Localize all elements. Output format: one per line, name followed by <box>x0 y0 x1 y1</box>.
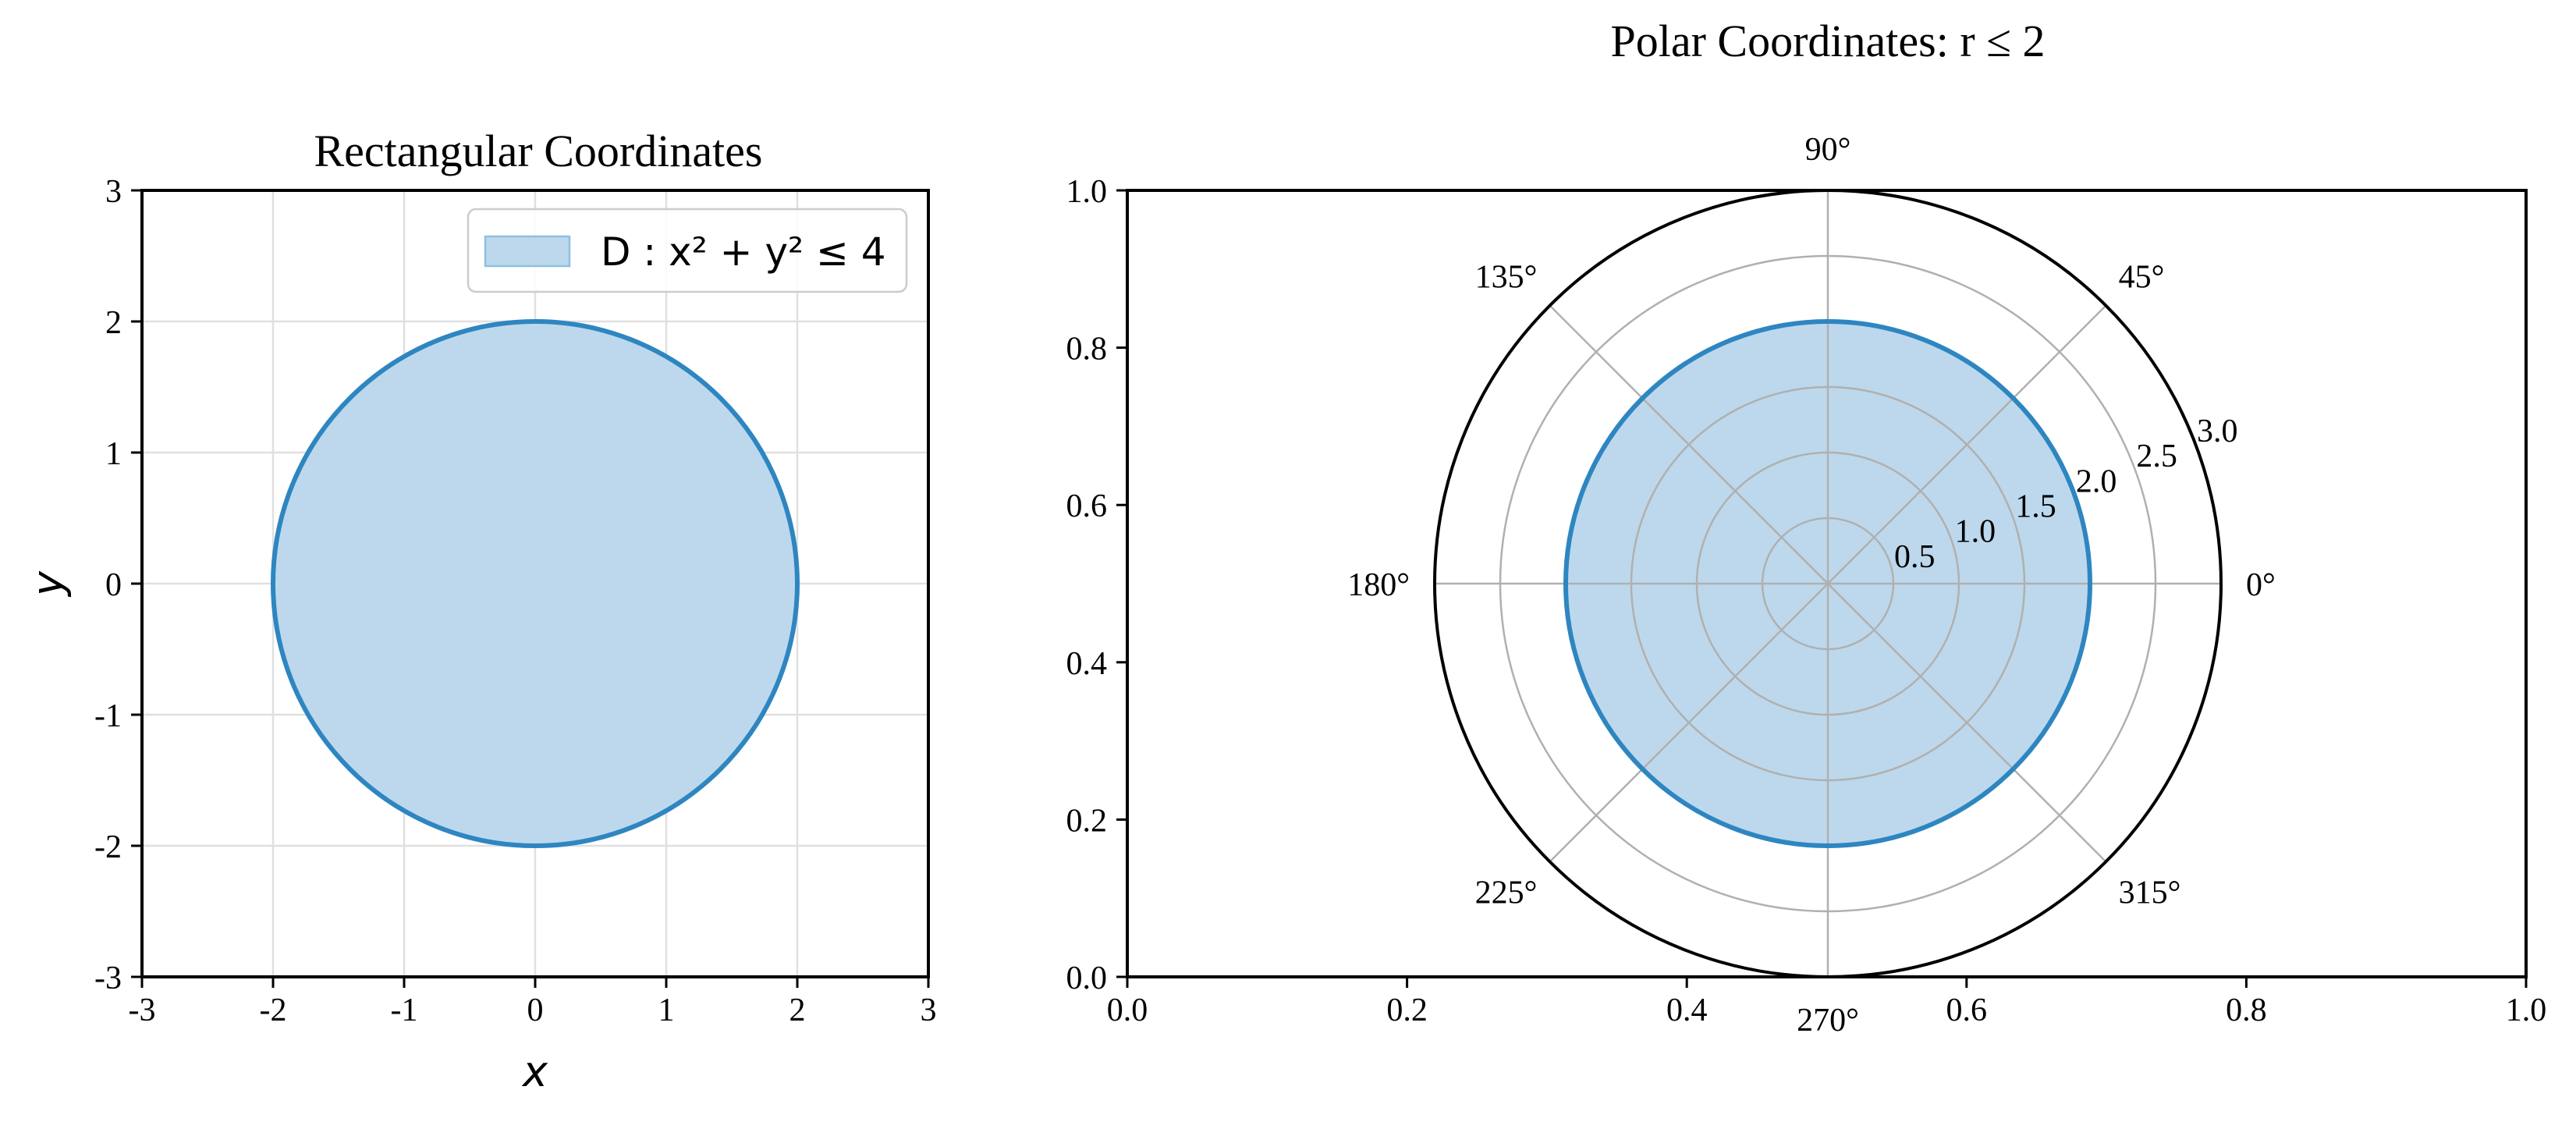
angular-gridline <box>1549 304 1829 584</box>
angle-tick-label: 90° <box>1805 132 1851 168</box>
y-axis-label: y <box>23 570 73 598</box>
angle-tick-label: 315° <box>2119 875 2181 911</box>
legend-frame <box>467 208 908 293</box>
legend-swatch <box>484 235 571 268</box>
radius-tick-label: 1.0 <box>1955 514 1996 550</box>
rectangular-chart-title: Rectangular Coordinates <box>314 126 763 176</box>
disk-region <box>270 319 800 848</box>
radius-tick-label: 3.0 <box>2197 414 2238 449</box>
x-tick-label: 2 <box>789 992 806 1028</box>
x-tick-label: -3 <box>129 992 156 1028</box>
y-tick-label: -2 <box>94 829 122 865</box>
polar-frame-ticks: 0.0 0.2 0.4 0.6 0.8 1.0 0.0 0.2 0.4 0.6 0.8 1.0 <box>1066 174 2547 1028</box>
x-tick-label: 0 <box>527 992 544 1028</box>
polar-grid <box>1435 190 2221 977</box>
angle-tick-label: 45° <box>2119 259 2165 295</box>
radius-tick-label: 2.5 <box>2136 439 2177 474</box>
y-tick-label: 2 <box>105 305 122 341</box>
frame-x-tick-label: 1.0 <box>2506 992 2547 1028</box>
frame-y-tick-label: 1.0 <box>1066 174 1108 210</box>
radius-tick-label: 0.5 <box>1894 539 1936 575</box>
polar-chart-title: Polar Coordinates: r ≤ 2 <box>1611 16 2046 66</box>
frame-y-tick-label: 0.4 <box>1066 646 1108 682</box>
angle-tick-label: 180° <box>1347 567 1410 603</box>
y-tick-label: 0 <box>105 567 122 603</box>
polar-labels: 0° 45° 90° 135° 180° 225° 270° 315° 0.5 1.0 1.5 2.0… <box>1347 132 2276 1039</box>
frame-x-tick-label: 0.0 <box>1107 992 1148 1028</box>
y-tick-label: -3 <box>94 960 122 996</box>
angular-gridline <box>1827 583 2107 863</box>
angle-tick-label: 0° <box>2246 567 2276 603</box>
radius-tick-label: 1.5 <box>2015 489 2056 525</box>
x-tick-label: -1 <box>391 992 418 1028</box>
x-tick-label: 1 <box>658 992 675 1028</box>
x-axis-label: x <box>521 1047 548 1096</box>
angle-tick-label: 270° <box>1797 1003 1859 1039</box>
y-tick-label: 1 <box>105 436 122 472</box>
frame-y-tick-label: 0.2 <box>1066 803 1108 839</box>
angle-tick-label: 225° <box>1475 875 1538 911</box>
polar-chart: Polar Coordinates: r ≤ 2 0.0 0.2 0.4 0.6 0.8… <box>1066 16 2547 1039</box>
x-tick-label: -2 <box>260 992 287 1028</box>
frame-x-tick-label: 0.6 <box>1946 992 1988 1028</box>
x-tick-label: 3 <box>921 992 937 1028</box>
frame-x-tick-label: 0.2 <box>1386 992 1428 1028</box>
frame-y-tick-label: 0.6 <box>1066 488 1108 524</box>
angular-gridline <box>1549 583 1829 863</box>
rectangular-chart: Rectangular Coordinates -3 -2 -1 0 1 2 3 -3 -2 -1… <box>23 126 937 1096</box>
y-tick-label: -1 <box>94 698 122 734</box>
polar-axes-frame <box>1126 189 2528 978</box>
angular-gridline <box>1827 304 2107 584</box>
y-tick-label: 3 <box>105 174 122 210</box>
rectangular-ticks: -3 -2 -1 0 1 2 3 -3 -2 -1 0 1 2 3 <box>94 174 937 1028</box>
legend-entry: D : x² + y² ≤ 4 <box>601 229 886 275</box>
frame-y-tick-label: 0.0 <box>1066 960 1108 996</box>
angle-tick-label: 135° <box>1475 259 1538 295</box>
legend: D : x² + y² ≤ 4 <box>467 208 908 293</box>
polar-boundary-circle <box>1563 319 2092 848</box>
frame-x-tick-label: 0.8 <box>2226 992 2267 1028</box>
frame-x-tick-label: 0.4 <box>1666 992 1708 1028</box>
frame-y-tick-label: 0.8 <box>1066 332 1108 367</box>
radius-tick-label: 2.0 <box>2076 463 2117 499</box>
